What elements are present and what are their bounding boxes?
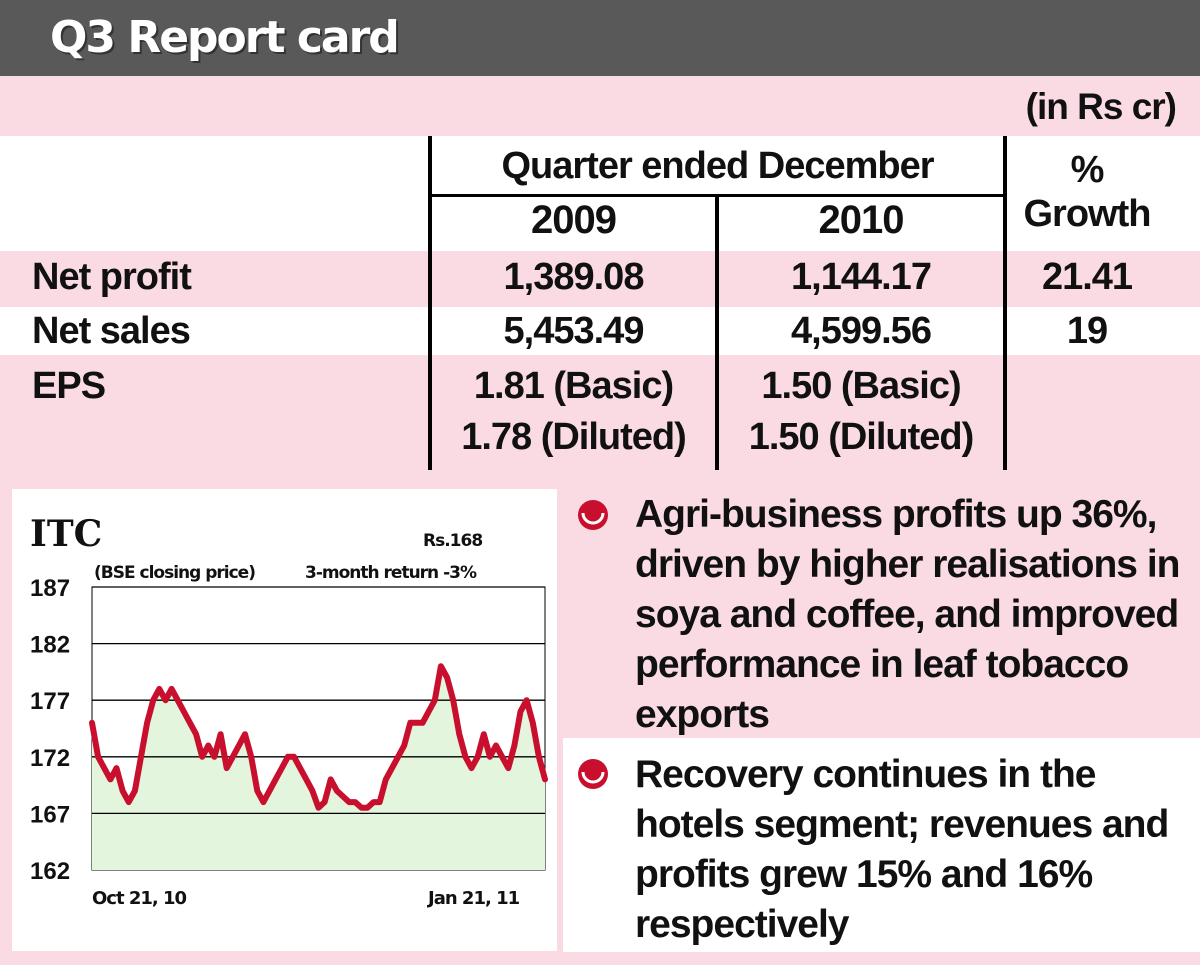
net-sales-2009: 5,453.49 — [503, 310, 645, 352]
eps-2010-basic: 1.50 (Basic) — [761, 365, 961, 407]
row-label-eps: EPS — [32, 365, 106, 407]
net-profit-2009: 1,389.08 — [503, 256, 645, 298]
bullet-icon — [578, 759, 608, 789]
chart-title: ITC — [30, 513, 103, 555]
table-divider — [428, 194, 1007, 197]
row-bg-eps — [0, 355, 1200, 470]
bullet-text-agri: Agri-business profits up 36%, driven by … — [635, 493, 1181, 736]
eps-2010-diluted: 1.50 (Diluted) — [748, 416, 975, 458]
year-header-2009: 2009 — [531, 198, 617, 242]
growth-header-label: Growth — [1023, 193, 1152, 235]
net-profit-2010: 1,144.17 — [791, 256, 932, 298]
table-divider — [428, 136, 432, 470]
chart-annotation-return: 3-month return -3% — [305, 563, 477, 583]
table-divider — [1003, 136, 1007, 470]
eps-2009-diluted: 1.78 (Diluted) — [461, 416, 687, 458]
row-bg-net-profit — [0, 251, 1200, 307]
header-band — [0, 0, 1200, 76]
growth-header-symbol: % — [1070, 149, 1105, 191]
group-header: Quarter ended December — [501, 145, 934, 187]
bullet-icon — [578, 500, 608, 530]
page-title: Q3 Report card — [50, 12, 400, 63]
net-sales-2010: 4,599.56 — [791, 310, 932, 352]
chart-subtitle: (BSE closing price) — [94, 563, 256, 583]
row-label-net-sales: Net sales — [32, 310, 191, 352]
unit-note: (in Rs cr) — [1025, 86, 1177, 127]
row-label-net-profit: Net profit — [32, 256, 192, 298]
net-sales-growth: 19 — [1066, 310, 1108, 352]
chart-annotation-price: Rs.168 — [423, 531, 483, 551]
table-divider — [715, 196, 719, 470]
table-header-bg — [0, 136, 1200, 251]
bullet-2-bg — [563, 738, 1200, 952]
bullet-text-hotels: Recovery continues in the hotels segment… — [635, 753, 1169, 946]
row-bg-net-sales — [0, 307, 1200, 355]
eps-2009-basic: 1.81 (Basic) — [473, 365, 674, 407]
year-header-2010: 2010 — [818, 198, 905, 242]
chart-panel — [12, 489, 557, 951]
net-profit-growth: 21.41 — [1041, 256, 1133, 298]
